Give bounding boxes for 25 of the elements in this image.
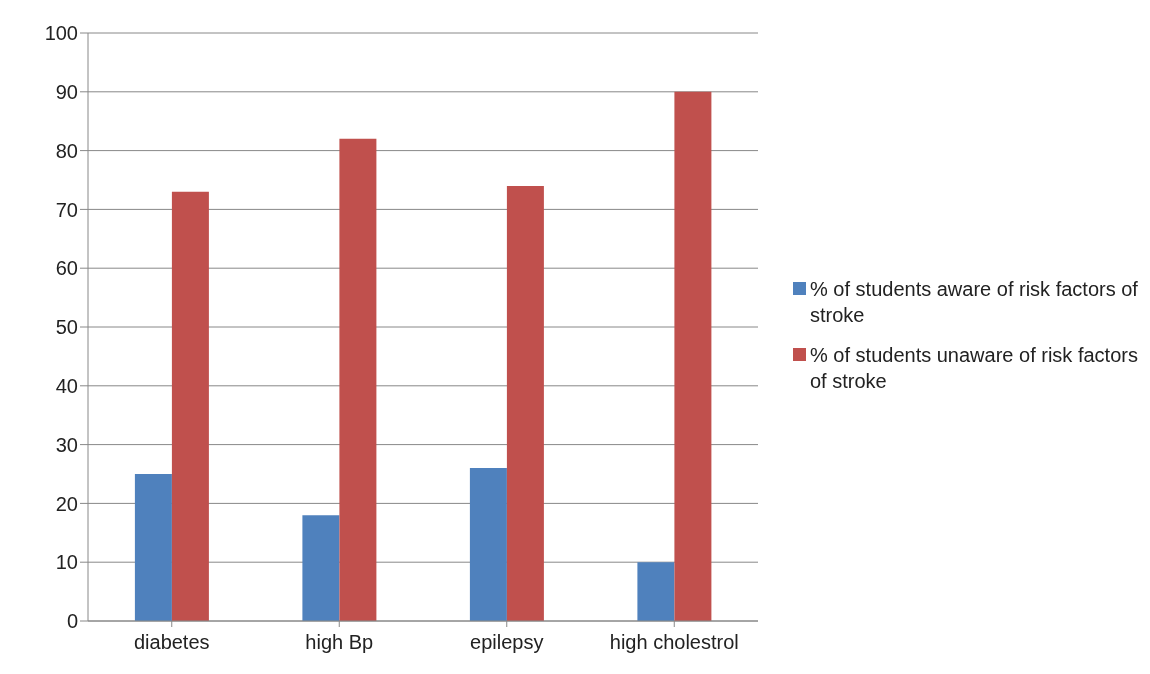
x-tick-label: diabetes	[133, 631, 210, 654]
bar	[339, 138, 377, 621]
y-tick-label: 90	[55, 80, 78, 103]
x-tick-label: high Bp	[305, 631, 374, 654]
y-tick-label: 50	[55, 316, 78, 339]
bar	[506, 185, 544, 621]
y-tick-label: 10	[55, 551, 78, 574]
y-tick-label: 40	[55, 374, 78, 397]
bar	[302, 515, 340, 621]
x-tick-label: high cholestrol	[609, 631, 739, 654]
y-tick-label: 0	[66, 610, 78, 633]
y-tick-label: 30	[55, 433, 78, 456]
y-tick-label: 60	[55, 257, 78, 280]
legend-label: % of students aware of risk factors of stroke	[810, 277, 1139, 328]
bar	[674, 91, 712, 621]
x-tick-label: epilepsy	[470, 631, 544, 654]
bar	[469, 468, 507, 621]
y-tick-label: 80	[55, 139, 78, 162]
legend-label: % of students unaware of risk factors of stroke	[810, 343, 1139, 394]
y-tick-label: 20	[55, 492, 78, 515]
bar	[637, 562, 675, 621]
y-tick-label: 70	[55, 198, 78, 221]
bar	[134, 474, 172, 621]
bar	[171, 191, 209, 621]
y-tick-label: 100	[44, 22, 78, 45]
